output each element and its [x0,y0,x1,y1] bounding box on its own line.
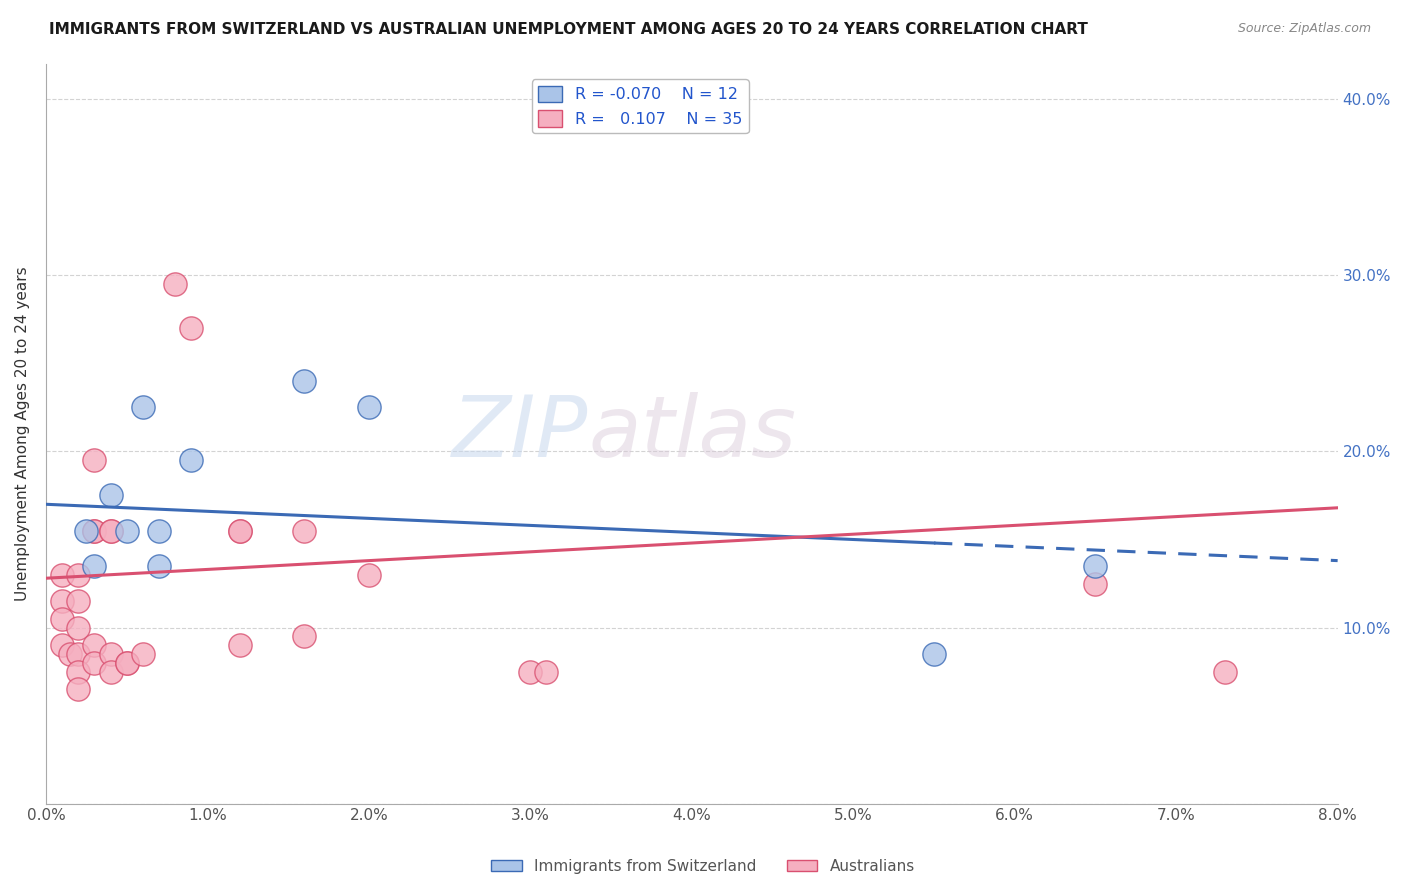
Point [83,656,105,670]
Point [132,401,155,415]
Point [67,647,90,661]
Point [922,647,945,661]
Point [83,638,105,652]
Point [67,567,90,582]
Point [536,665,558,679]
Point [1084,558,1107,573]
Text: Source: ZipAtlas.com: Source: ZipAtlas.com [1237,22,1371,36]
Legend: Immigrants from Switzerland, Australians: Immigrants from Switzerland, Australians [485,853,921,880]
Text: ZIP: ZIP [453,392,589,475]
Legend: R = -0.070    N = 12, R =   0.107    N = 35: R = -0.070 N = 12, R = 0.107 N = 35 [531,79,748,134]
Point [67,621,90,635]
Point [51,594,73,608]
Point [100,665,122,679]
Text: IMMIGRANTS FROM SWITZERLAND VS AUSTRALIAN UNEMPLOYMENT AMONG AGES 20 TO 24 YEARS: IMMIGRANTS FROM SWITZERLAND VS AUSTRALIA… [49,22,1088,37]
Point [83,524,105,538]
Point [519,665,541,679]
Y-axis label: Unemployment Among Ages 20 to 24 years: Unemployment Among Ages 20 to 24 years [15,267,30,601]
Point [51,567,73,582]
Point [148,524,170,538]
Point [148,558,170,573]
Point [100,524,122,538]
Point [100,488,122,502]
Point [67,594,90,608]
Point [180,321,202,335]
Point [67,665,90,679]
Point [75,524,97,538]
Point [83,558,105,573]
Point [228,524,250,538]
Point [180,453,202,467]
Point [132,647,155,661]
Point [100,647,122,661]
Point [115,656,138,670]
Point [357,567,380,582]
Point [115,656,138,670]
Point [357,401,380,415]
Point [83,453,105,467]
Point [115,524,138,538]
Point [51,612,73,626]
Text: atlas: atlas [589,392,796,475]
Point [1213,665,1236,679]
Point [228,524,250,538]
Point [228,638,250,652]
Point [165,277,187,292]
Point [292,524,315,538]
Point [83,524,105,538]
Point [292,629,315,643]
Point [59,647,82,661]
Point [292,374,315,388]
Point [67,682,90,697]
Point [51,638,73,652]
Point [1084,576,1107,591]
Point [100,524,122,538]
